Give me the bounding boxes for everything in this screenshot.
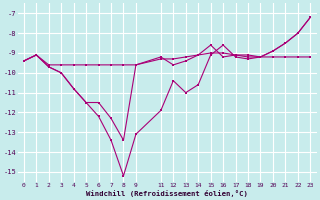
X-axis label: Windchill (Refroidissement éolien,°C): Windchill (Refroidissement éolien,°C) (86, 190, 248, 197)
